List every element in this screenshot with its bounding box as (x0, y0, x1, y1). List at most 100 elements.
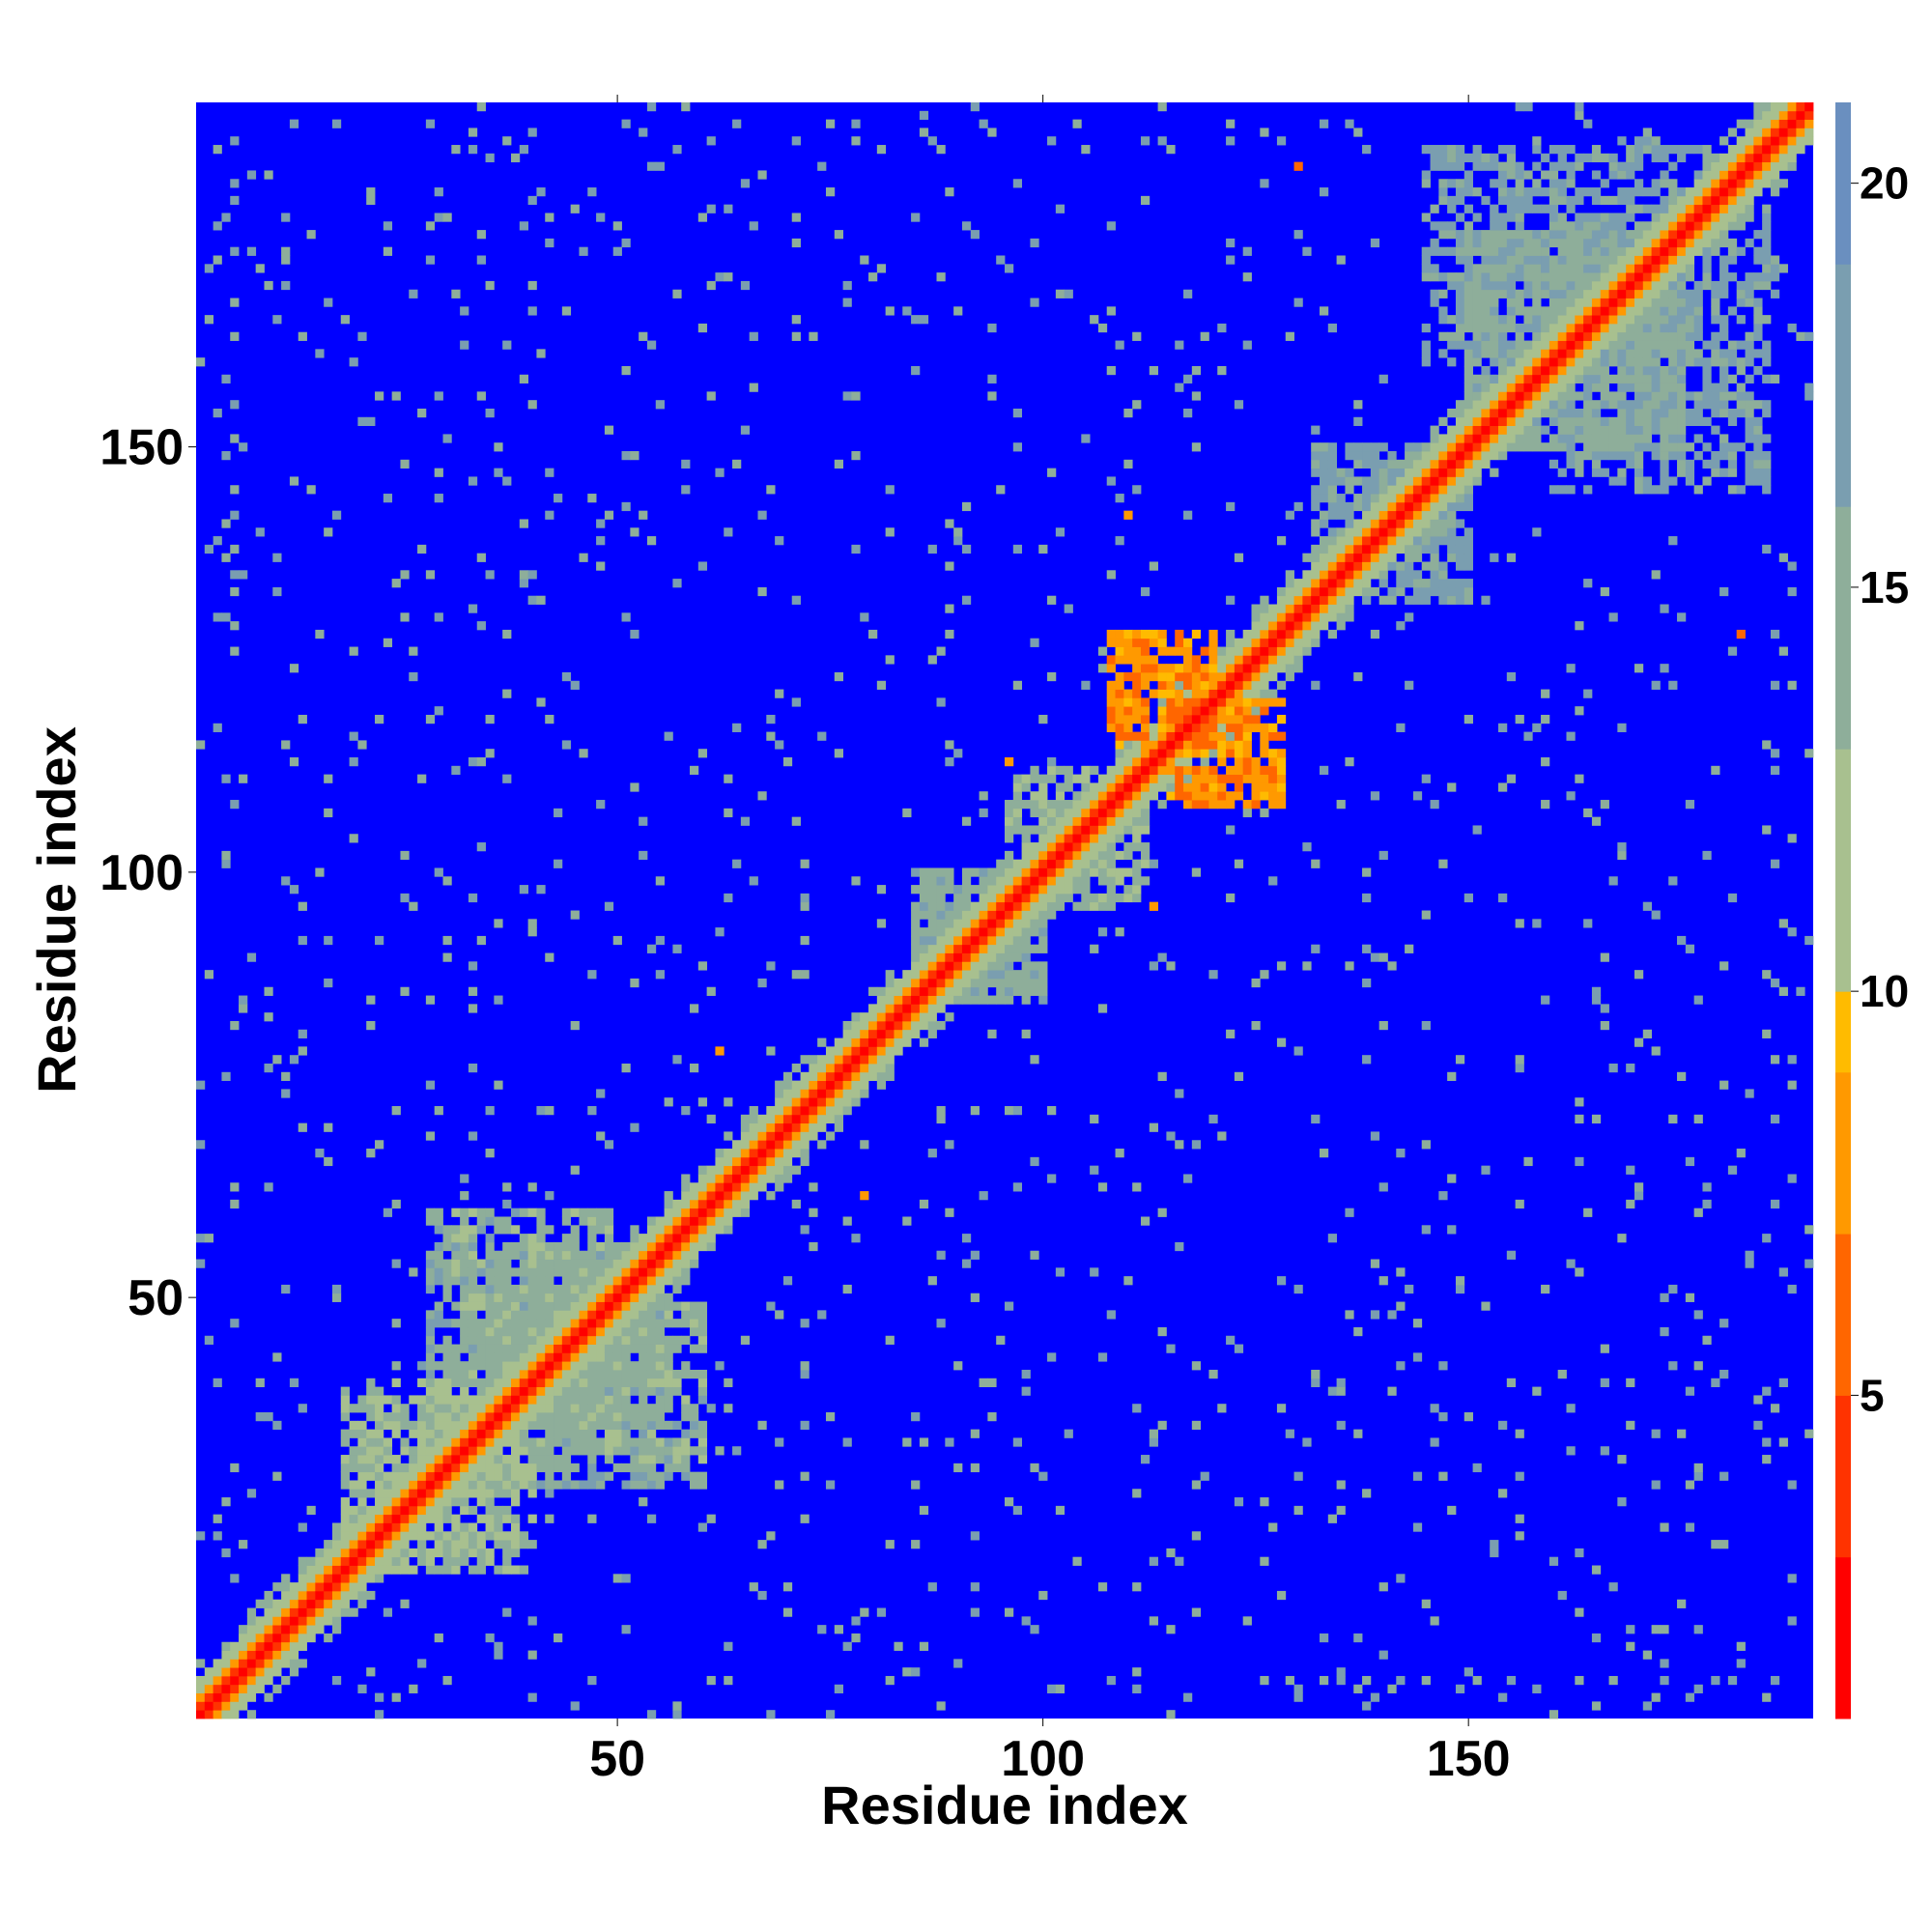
heatmap-cell (757, 1174, 767, 1183)
heatmap-cell (1651, 451, 1661, 461)
heatmap-cell (1260, 604, 1269, 613)
heatmap-cell (1362, 561, 1372, 571)
heatmap-cell (1226, 765, 1236, 776)
heatmap-cell (545, 1191, 554, 1201)
heatmap-cell (1345, 1208, 1354, 1217)
heatmap-cell (1412, 586, 1423, 597)
heatmap-cell (706, 1199, 716, 1209)
heatmap-cell (1642, 901, 1652, 911)
heatmap-cell (1234, 655, 1244, 665)
heatmap-cell (1038, 825, 1048, 835)
heatmap-cell (1353, 527, 1363, 537)
heatmap-cell (1405, 544, 1414, 554)
heatmap-cell (919, 1505, 929, 1516)
heatmap-cell (1608, 170, 1618, 180)
heatmap-cell (1421, 1020, 1431, 1031)
heatmap-cell (494, 1319, 503, 1328)
heatmap-cell (697, 323, 708, 333)
heatmap-cell (1668, 323, 1678, 333)
heatmap-cell (1183, 638, 1193, 647)
heatmap-cell (775, 1437, 784, 1447)
heatmap-cell (442, 1335, 452, 1345)
heatmap-cell (1642, 1650, 1652, 1660)
heatmap-cell (715, 1156, 724, 1167)
heatmap-cell (391, 1106, 401, 1116)
heatmap-cell (1140, 825, 1151, 835)
heatmap-cell (1123, 706, 1133, 716)
heatmap-cell (987, 927, 997, 937)
heatmap-cell (1600, 306, 1609, 316)
heatmap-cell (809, 1208, 818, 1217)
heatmap-cell (740, 816, 751, 826)
heatmap-cell (502, 1437, 512, 1447)
heatmap-cell (340, 1505, 350, 1516)
heatmap-cell (545, 238, 554, 248)
heatmap-cell (1566, 408, 1576, 418)
heatmap-cell (1396, 536, 1406, 546)
heatmap-cell (1651, 298, 1661, 307)
heatmap-cell (1038, 791, 1048, 801)
heatmap-cell (646, 1335, 657, 1345)
heatmap-cell (1583, 230, 1593, 240)
heatmap-cell (1498, 723, 1508, 732)
heatmap-cell (1591, 434, 1602, 443)
heatmap-cell (375, 1497, 384, 1507)
heatmap-cell (936, 646, 946, 656)
heatmap-cell (1268, 782, 1278, 792)
heatmap-cell (1072, 850, 1082, 861)
heatmap-cell (383, 1531, 393, 1541)
heatmap-cell (1515, 442, 1524, 452)
heatmap-cell (1378, 579, 1388, 588)
heatmap-cell (1651, 187, 1661, 197)
heatmap-cell (409, 1267, 418, 1277)
heatmap-cell (1685, 195, 1695, 206)
heatmap-cell (1362, 944, 1372, 953)
heatmap-cell (1608, 349, 1618, 358)
heatmap-cell (1123, 408, 1133, 418)
heatmap-cell (409, 1420, 418, 1431)
heatmap-cell (596, 1131, 606, 1141)
heatmap-cell (324, 1616, 333, 1626)
heatmap-cell (672, 1267, 682, 1277)
heatmap-cell (970, 102, 980, 112)
heatmap-cell (510, 1284, 521, 1294)
heatmap-cell (1617, 451, 1627, 461)
heatmap-cell (1311, 859, 1321, 868)
heatmap-cell (1370, 561, 1380, 571)
heatmap-cell (561, 1216, 572, 1226)
heatmap-cell (554, 1326, 563, 1337)
heatmap-cell (1336, 1667, 1346, 1677)
heatmap-cell (664, 1259, 673, 1268)
heatmap-cell (1685, 246, 1695, 256)
heatmap-cell (646, 944, 657, 953)
heatmap-cell (919, 128, 929, 137)
heatmap-cell (1370, 442, 1380, 452)
heatmap-cell (545, 1319, 554, 1328)
heatmap-cell (349, 1607, 358, 1617)
heatmap-cell (1557, 1590, 1567, 1601)
heatmap-cell (1327, 629, 1338, 639)
heatmap-cell (851, 1071, 861, 1082)
heatmap-cell (502, 1319, 512, 1328)
heatmap-cell (1064, 825, 1073, 835)
heatmap-cell (1591, 383, 1602, 392)
heatmap-cell (434, 1514, 443, 1523)
heatmap-cell (740, 425, 751, 435)
heatmap-cell (1677, 145, 1687, 155)
heatmap-cell (366, 1548, 376, 1558)
heatmap-cell (1370, 1259, 1380, 1268)
heatmap-cell (417, 1531, 427, 1541)
heatmap-cell (476, 1259, 486, 1268)
heatmap-cell (1378, 374, 1388, 384)
heatmap-cell (1302, 579, 1312, 588)
heatmap-cell (1140, 731, 1151, 741)
heatmap-cell (289, 1607, 299, 1617)
heatmap-cell (1055, 816, 1065, 826)
heatmap-cell (655, 1344, 665, 1353)
heatmap-cell (221, 1497, 231, 1507)
heatmap-cell (1447, 195, 1457, 206)
heatmap-cell (919, 978, 929, 988)
heatmap-cell (596, 1089, 606, 1098)
heatmap-cell (1455, 595, 1465, 605)
heatmap-cell (1481, 153, 1491, 163)
